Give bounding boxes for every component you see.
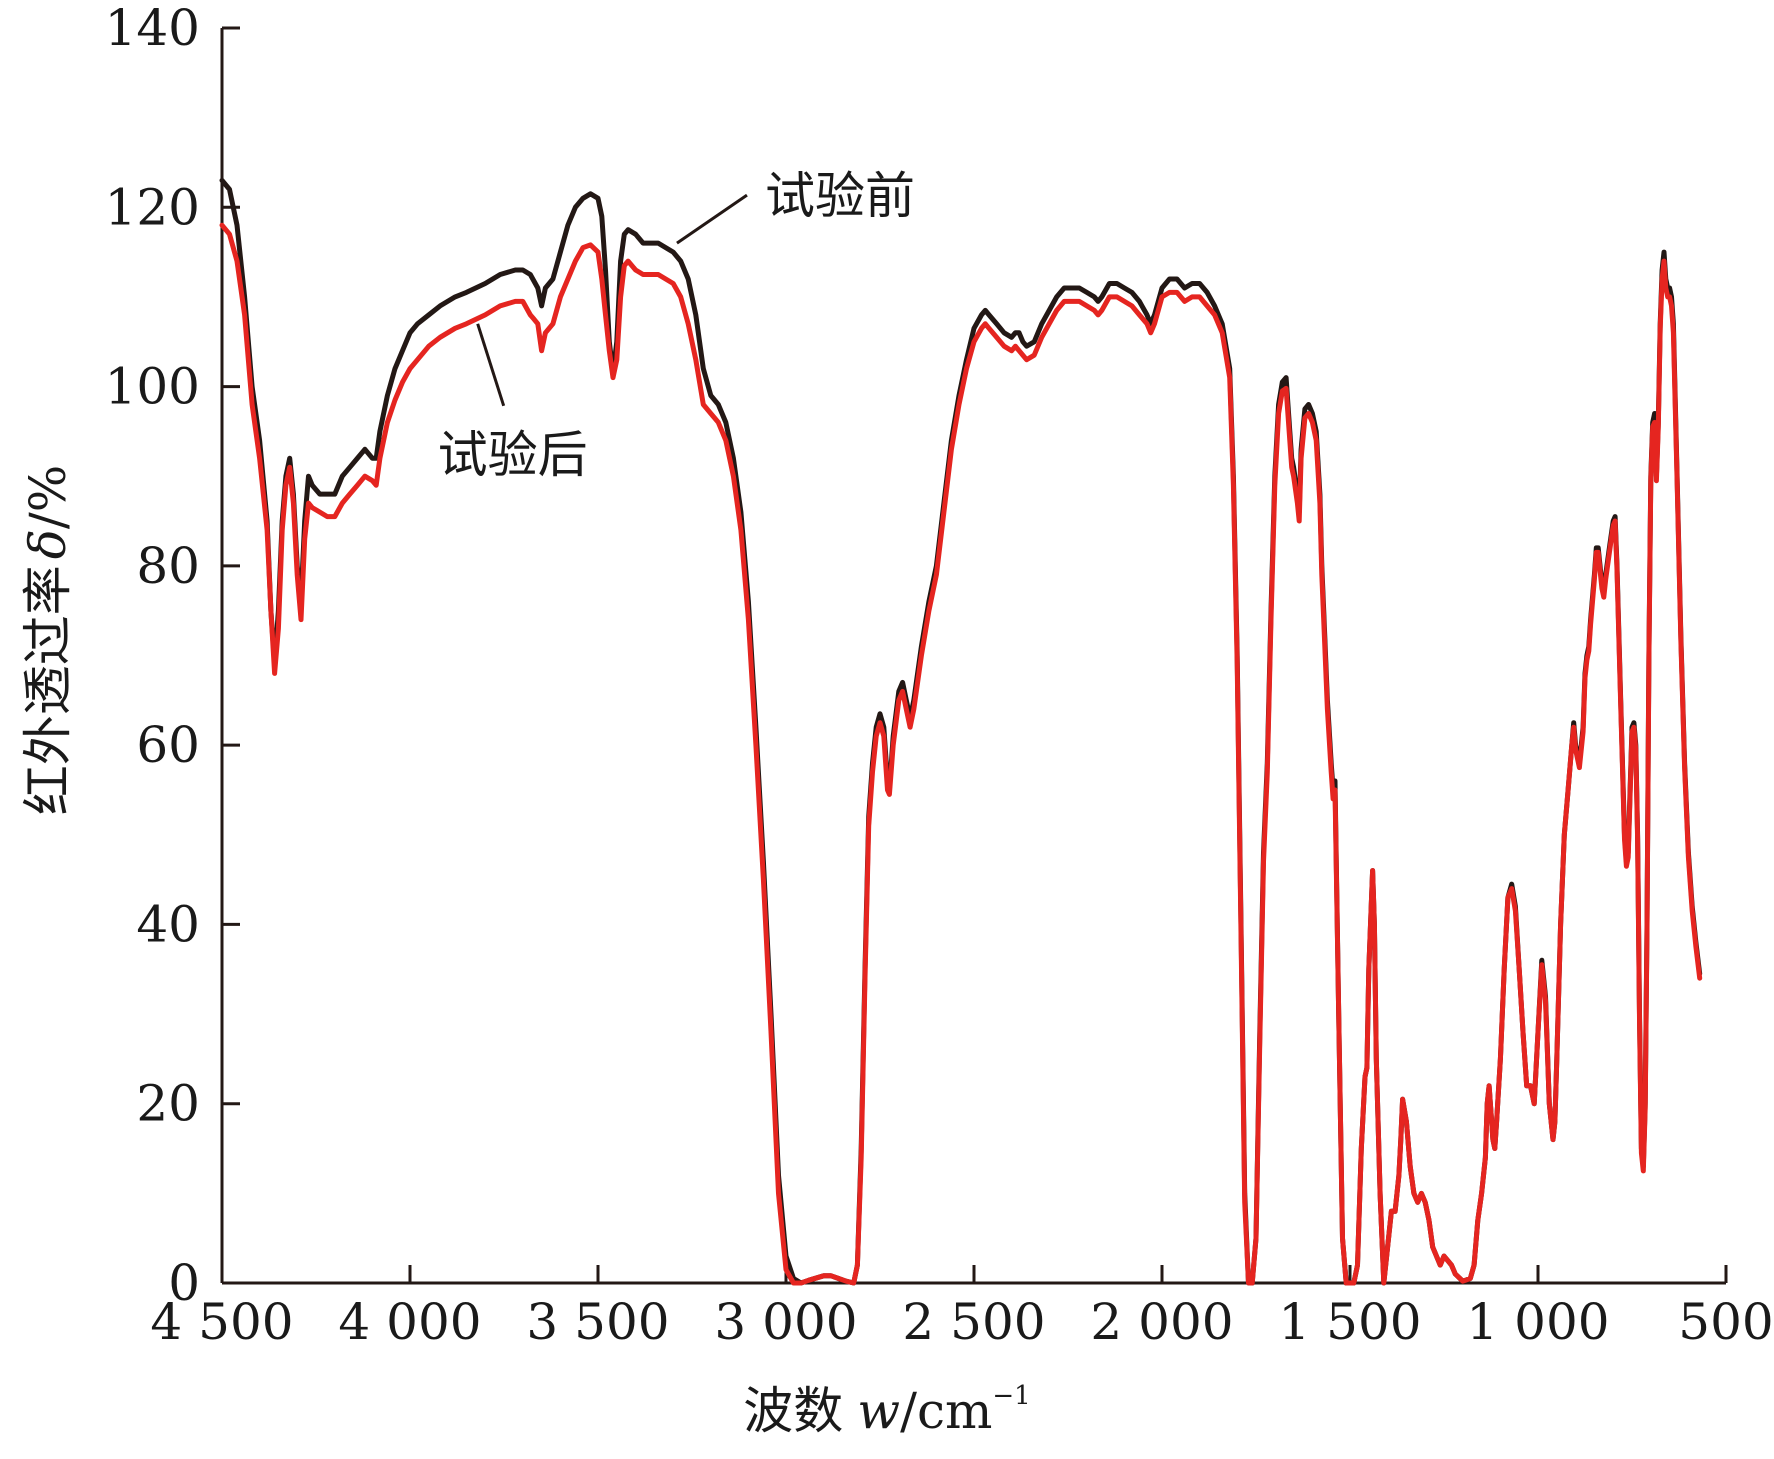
y-axis-title-unit: /% [19, 465, 77, 529]
y-tick-label: 60 [136, 716, 200, 774]
y-tick-label: 140 [105, 0, 200, 57]
y-axis-title-var: δ [19, 529, 77, 559]
x-axis-title-sup: −1 [992, 1381, 1030, 1411]
x-tick-label: 4 000 [338, 1293, 481, 1351]
annotation-label-after: 试验后 [438, 426, 588, 484]
x-tick-label: 500 [1678, 1293, 1773, 1351]
y-axis-title-main: 红外透过率 [19, 565, 77, 815]
x-tick-label: 2 000 [1090, 1293, 1233, 1351]
x-axis-title-unit: /cm [900, 1382, 992, 1440]
series-line-after [219, 222, 1703, 1286]
ticks: 0 20 40 60 80 100 120 140 4 500 4 000 3 500 3 000 2 … [105, 0, 1774, 1351]
annotation-leader-after [476, 323, 506, 407]
y-tick-label: 120 [105, 178, 200, 236]
x-axis-title-var: w [857, 1382, 900, 1440]
x-tick-label: 1 000 [1466, 1293, 1609, 1351]
x-tick-label: 4 500 [150, 1293, 293, 1351]
x-tick-label: 2 500 [902, 1293, 1045, 1351]
series-line-before [219, 177, 1703, 1286]
x-axis-title-main: 波数 [743, 1382, 843, 1440]
y-tick-label: 80 [136, 537, 200, 595]
x-tick-label: 3 000 [714, 1293, 857, 1351]
annotation-label-before: 试验前 [765, 167, 915, 225]
x-tick-label: 1 500 [1278, 1293, 1421, 1351]
annotation-leader-before [676, 193, 748, 245]
y-tick-label: 100 [105, 358, 200, 416]
series-lines [219, 177, 1703, 1286]
y-tick-label: 0 [168, 1254, 200, 1312]
y-axis-title: 红外透过率 δ/% [19, 465, 77, 815]
x-axis-title: 波数 w/cm−1 [743, 1381, 1030, 1440]
y-tick-label: 20 [136, 1075, 200, 1133]
x-tick-label: 3 500 [526, 1293, 669, 1351]
y-tick-label: 40 [136, 895, 200, 953]
